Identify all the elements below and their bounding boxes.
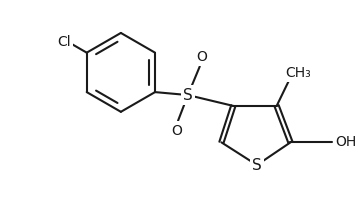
Text: S: S xyxy=(183,88,193,103)
Text: CH₃: CH₃ xyxy=(285,66,311,80)
Text: OH: OH xyxy=(335,135,356,149)
Text: Cl: Cl xyxy=(57,35,71,49)
Text: S: S xyxy=(252,158,262,173)
Text: O: O xyxy=(196,50,207,64)
Text: O: O xyxy=(172,124,182,138)
